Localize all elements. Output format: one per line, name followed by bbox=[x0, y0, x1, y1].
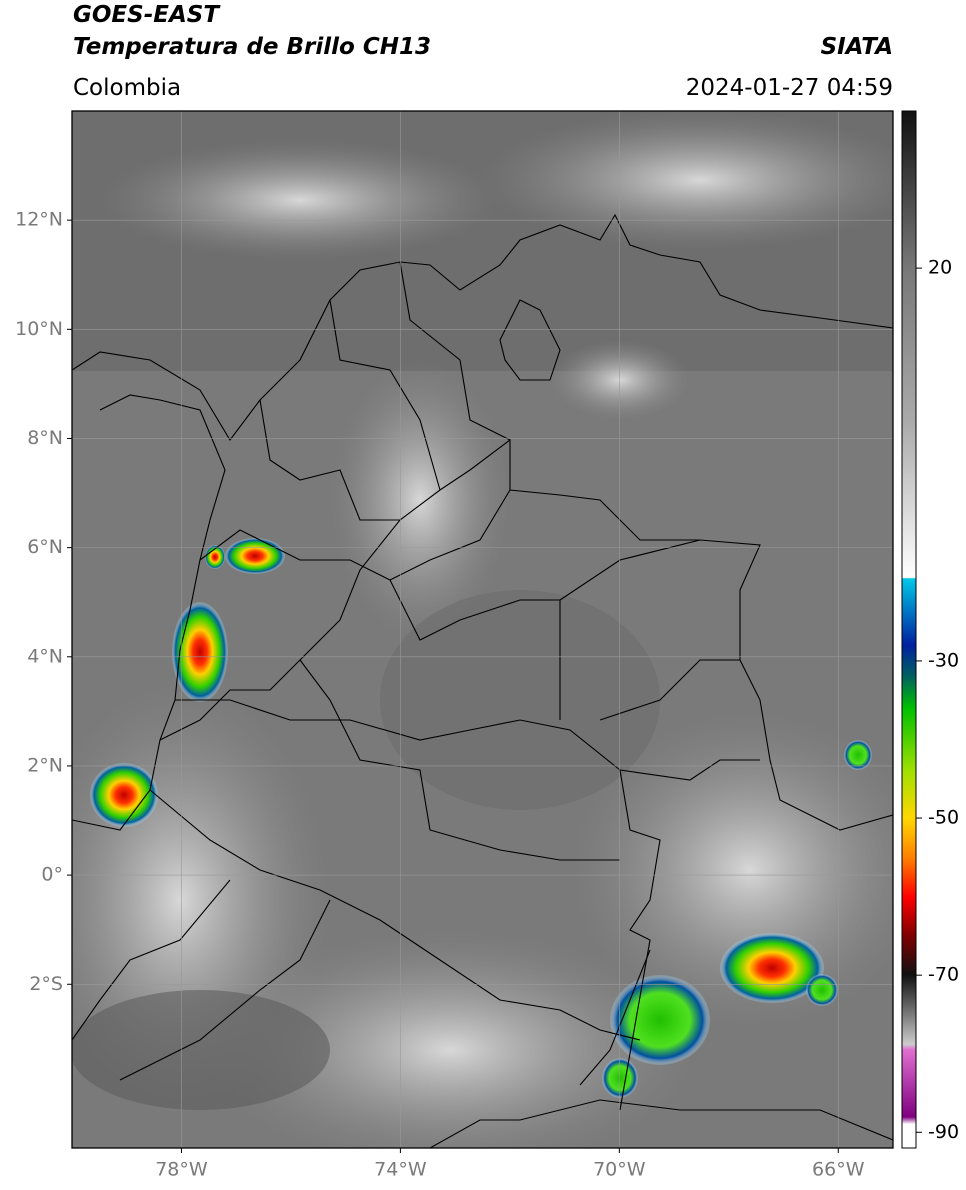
lon-tick-label: 78°W bbox=[155, 1159, 208, 1181]
lat-tick-label: 12°N bbox=[15, 209, 63, 231]
lat-tick-label: 6°N bbox=[27, 536, 63, 558]
map-frame bbox=[71, 110, 894, 1149]
colorbar-tick-label: -30 bbox=[928, 649, 959, 671]
lon-tick-label: 70°W bbox=[593, 1159, 646, 1181]
lat-tick-label: 2°S bbox=[29, 973, 63, 995]
datetime: 2024-01-27 04:59 bbox=[686, 75, 893, 101]
lat-tick-label: 0° bbox=[41, 864, 63, 886]
lat-tick-label: 2°N bbox=[27, 754, 63, 776]
colorbar-tick-label: -70 bbox=[928, 964, 959, 986]
lon-tick-label: 74°W bbox=[374, 1159, 427, 1181]
subtitle: Temperatura de Brillo CH13 bbox=[73, 34, 431, 60]
colorbar-tick-label: -90 bbox=[928, 1121, 959, 1143]
title: GOES-EAST bbox=[73, 2, 221, 28]
colorbar bbox=[901, 110, 917, 1149]
lat-tick-label: 8°N bbox=[27, 427, 63, 449]
colorbar-tick-label: -50 bbox=[928, 807, 959, 829]
map-imagery bbox=[72, 111, 893, 1148]
graticule bbox=[72, 111, 893, 1148]
lat-tick-label: 10°N bbox=[15, 318, 63, 340]
region: Colombia bbox=[73, 75, 181, 101]
source: SIATA bbox=[821, 34, 893, 60]
lon-tick-label: 66°W bbox=[812, 1159, 865, 1181]
lat-tick-label: 4°N bbox=[27, 645, 63, 667]
colorbar-tick-label: 20 bbox=[928, 257, 952, 279]
